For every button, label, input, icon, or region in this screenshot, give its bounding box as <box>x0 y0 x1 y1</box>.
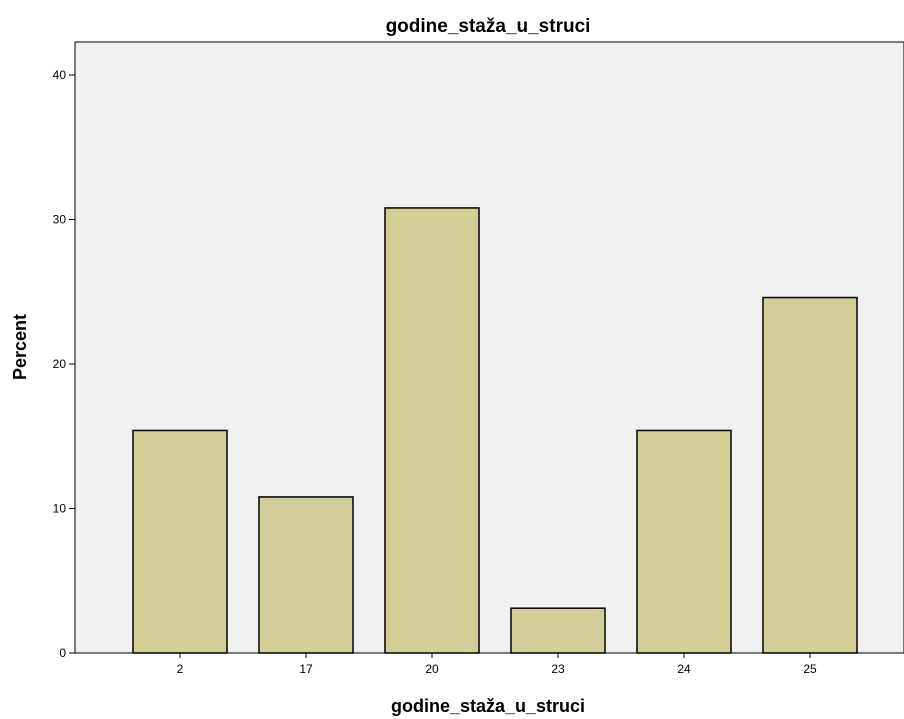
x-tick-label: 24 <box>677 662 691 676</box>
bar-23 <box>510 607 606 654</box>
y-axis-label: Percent <box>10 314 30 380</box>
y-tick-label: 30 <box>53 213 67 227</box>
x-tick-label: 20 <box>425 662 439 676</box>
x-tick-label: 23 <box>551 662 565 676</box>
x-axis-label: godine_staža_u_struci <box>391 696 585 716</box>
bar-24 <box>636 429 732 654</box>
bar-25 <box>762 296 858 654</box>
x-axis: 2 17 20 23 24 25 <box>177 653 817 676</box>
x-tick-label: 2 <box>177 662 184 676</box>
y-tick-label: 10 <box>53 502 67 516</box>
x-tick-label: 25 <box>803 662 817 676</box>
bar-17 <box>258 496 354 654</box>
bar-2 <box>132 429 228 654</box>
chart-title: godine_staža_u_struci <box>386 16 591 37</box>
x-tick-label: 17 <box>299 662 313 676</box>
y-tick-label: 40 <box>53 68 67 82</box>
y-tick-label: 0 <box>59 646 66 660</box>
bars-group <box>132 207 858 654</box>
y-axis: 0 10 20 30 40 <box>53 68 75 660</box>
y-tick-label: 20 <box>53 357 67 371</box>
bar-20 <box>384 207 480 654</box>
